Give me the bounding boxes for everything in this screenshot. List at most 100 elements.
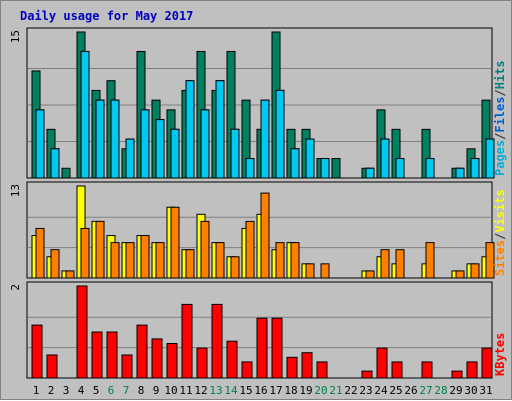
series-pages — [35, 50, 495, 179]
bar-sites-day-6 — [110, 242, 120, 279]
bar-kbytes-day-18 — [286, 356, 298, 379]
x-tick-label-day-2: 2 — [48, 384, 55, 397]
bar-sites-day-15 — [245, 220, 255, 279]
bar-sites-day-25 — [395, 249, 405, 279]
y-axis-max-label: 2 — [9, 284, 22, 291]
x-tick-label-day-9: 9 — [153, 384, 160, 397]
bar-sites-day-7 — [125, 242, 135, 279]
bar-sites-day-23 — [365, 270, 375, 279]
bar-kbytes-day-31 — [481, 347, 493, 379]
bar-kbytes-day-2 — [46, 354, 58, 379]
x-tick-label-day-31: 31 — [479, 384, 492, 397]
bar-pages-day-11 — [185, 80, 195, 179]
bar-pages-day-14 — [230, 128, 240, 179]
bar-sites-day-29 — [455, 270, 465, 279]
x-tick-label-day-15: 15 — [239, 384, 252, 397]
bar-sites-day-16 — [260, 192, 270, 279]
bar-pages-day-2 — [50, 148, 60, 179]
bar-pages-day-6 — [110, 99, 120, 179]
series-sites — [35, 192, 495, 279]
bar-pages-day-19 — [305, 138, 315, 179]
bar-kbytes-day-29 — [451, 370, 463, 379]
y-axis-max-label: 15 — [9, 30, 22, 43]
panel-2: 13 Sites/Visits — [9, 181, 507, 279]
legend-item: / — [493, 133, 507, 140]
x-tick-label-day-20: 20 — [314, 384, 327, 397]
bar-pages-day-20 — [320, 158, 330, 179]
bar-pages-day-7 — [125, 138, 135, 179]
bar-sites-day-27 — [425, 242, 435, 279]
legend-item: / — [493, 89, 507, 96]
bar-pages-day-15 — [245, 158, 255, 179]
legend-item: Visits — [493, 189, 507, 232]
bar-sites-day-17 — [275, 242, 285, 279]
bar-pages-day-9 — [155, 119, 165, 179]
legend-panel-3: KBytes — [493, 333, 507, 376]
bar-kbytes-day-7 — [121, 354, 133, 379]
bar-kbytes-day-14 — [226, 340, 238, 379]
x-tick-label-day-8: 8 — [138, 384, 145, 397]
bar-pages-day-16 — [260, 99, 270, 179]
bar-hits-day-21 — [331, 158, 341, 179]
bar-pages-day-4 — [80, 50, 90, 179]
bar-sites-day-4 — [80, 227, 90, 279]
bar-pages-day-10 — [170, 128, 180, 179]
x-tick-label-day-22: 22 — [344, 384, 357, 397]
bar-kbytes-day-13 — [211, 303, 223, 379]
bar-kbytes-day-20 — [316, 361, 328, 379]
x-tick-label-day-24: 24 — [374, 384, 388, 397]
bar-sites-day-14 — [230, 256, 240, 279]
legend-item: Pages — [493, 140, 507, 176]
x-tick-label-day-17: 17 — [269, 384, 282, 397]
x-axis-labels: 1 2 3 4 5 6 7 8 9 10 11 12 13 14 15 16 17 18 19 20 21 22 23 24 2… — [33, 384, 493, 397]
legend-item: Files — [493, 97, 507, 133]
bar-pages-day-12 — [200, 109, 210, 179]
x-tick-label-day-10: 10 — [164, 384, 177, 397]
y-axis-max-label: 13 — [9, 184, 22, 197]
legend-panel-2: Sites/Visits — [493, 189, 507, 276]
x-tick-label-day-16: 16 — [254, 384, 267, 397]
bar-kbytes-day-9 — [151, 338, 163, 379]
chart-title: Daily usage for May 2017 — [20, 9, 193, 23]
bar-hits-day-3 — [61, 167, 71, 179]
bar-sites-day-20 — [320, 263, 330, 279]
bar-kbytes-day-24 — [376, 347, 388, 379]
bar-sites-day-13 — [215, 242, 225, 279]
x-tick-label-day-19: 19 — [299, 384, 312, 397]
bar-sites-day-1 — [35, 227, 45, 279]
bar-kbytes-day-15 — [241, 361, 253, 379]
bar-pages-day-30 — [470, 158, 480, 179]
bar-kbytes-day-8 — [136, 324, 148, 379]
x-tick-label-day-26: 26 — [404, 384, 417, 397]
bar-pages-day-27 — [425, 158, 435, 179]
x-tick-label-day-12: 12 — [194, 384, 207, 397]
bar-sites-day-24 — [380, 249, 390, 279]
bar-kbytes-day-19 — [301, 352, 313, 379]
bar-pages-day-25 — [395, 158, 405, 179]
bar-pages-day-18 — [290, 148, 300, 179]
bar-sites-day-10 — [170, 206, 180, 279]
bar-pages-day-17 — [275, 89, 285, 179]
bar-sites-day-19 — [305, 263, 315, 279]
x-tick-label-day-14: 14 — [224, 384, 238, 397]
bar-sites-day-11 — [185, 249, 195, 279]
bar-pages-day-1 — [35, 109, 45, 179]
bar-kbytes-day-4 — [76, 285, 88, 379]
x-tick-label-day-18: 18 — [284, 384, 297, 397]
bar-kbytes-day-25 — [391, 361, 403, 379]
x-tick-label-day-23: 23 — [359, 384, 372, 397]
panel-3: 2 KBytes — [9, 281, 507, 379]
x-tick-label-day-30: 30 — [464, 384, 477, 397]
bar-sites-day-12 — [200, 220, 210, 279]
x-tick-label-day-5: 5 — [93, 384, 100, 397]
x-tick-label-day-3: 3 — [63, 384, 70, 397]
bar-sites-day-9 — [155, 242, 165, 279]
bar-sites-day-3 — [65, 270, 75, 279]
x-tick-label-day-1: 1 — [33, 384, 40, 397]
x-tick-label-day-29: 29 — [449, 384, 462, 397]
legend-item: / — [493, 233, 507, 240]
x-tick-label-day-21: 21 — [329, 384, 342, 397]
bar-kbytes-day-23 — [361, 370, 373, 379]
